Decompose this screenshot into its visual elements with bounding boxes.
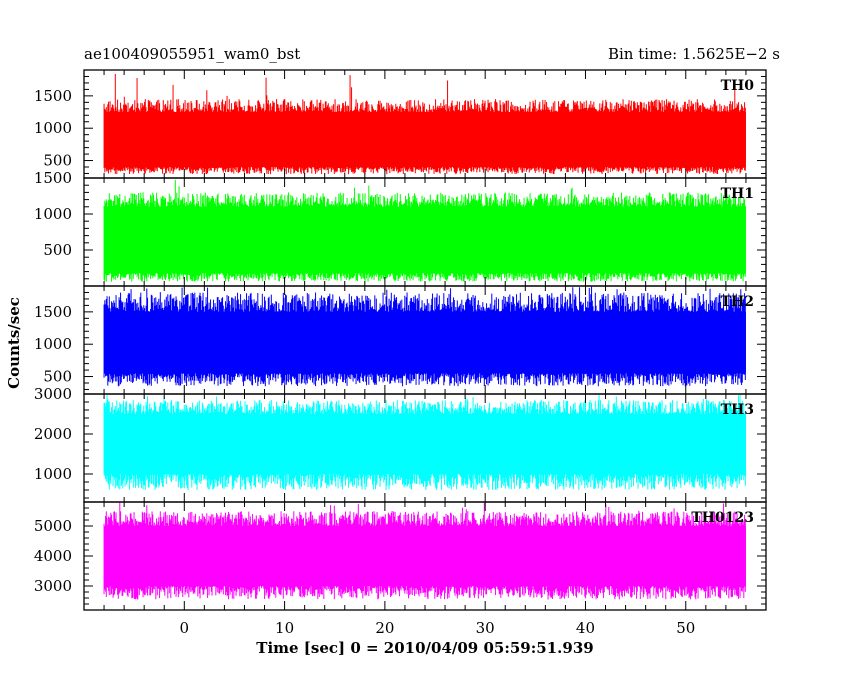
panel-label: TH0123 <box>691 510 754 526</box>
panel-label: TH3 <box>721 402 754 418</box>
panel-label: TH0 <box>721 78 755 94</box>
x-tick-label: 0 <box>180 619 190 637</box>
series-line-th2 <box>103 286 746 387</box>
y-tick-label: 500 <box>43 152 72 170</box>
panels-group: 500 1000 1500 TH0 500 1000 1500 TH1 500 1000 1500 T… <box>34 69 767 611</box>
x-axis: 0 10 20 30 40 50 <box>180 619 696 637</box>
panel-label: TH2 <box>721 294 754 310</box>
panel-label: TH1 <box>721 186 754 202</box>
y-tick-label: 1500 <box>34 303 72 321</box>
y-tick-label: 3000 <box>34 577 72 595</box>
x-tick-label: 30 <box>476 619 495 637</box>
y-tick-label: 4000 <box>34 547 72 565</box>
y-tick-label: 1000 <box>34 119 72 137</box>
x-tick-label: 40 <box>576 619 595 637</box>
x-tick-label: 50 <box>676 619 695 637</box>
panel-th1: 500 1000 1500 TH1 <box>34 169 767 287</box>
y-tick-label: 2000 <box>34 425 72 443</box>
series-line-th0 <box>103 74 746 175</box>
y-tick-label: 1500 <box>34 87 72 105</box>
chart-title: ae100409055951_wam0_bst <box>84 45 300 63</box>
x-axis-title: Time [sec] 0 = 2010/04/09 05:59:51.939 <box>256 639 593 657</box>
series-line-th1 <box>103 179 746 282</box>
x-tick-label: 20 <box>375 619 394 637</box>
y-tick-label: 1000 <box>34 205 72 223</box>
y-tick-label: 500 <box>43 241 72 259</box>
y-tick-label: 1000 <box>34 335 72 353</box>
series-line-th3 <box>103 394 746 490</box>
y-tick-label: 3000 <box>34 385 72 403</box>
y-axis-title: Counts/sec <box>5 297 23 389</box>
x-tick-label: 10 <box>275 619 294 637</box>
y-tick-label: 1500 <box>34 169 72 187</box>
series-line-th0123 <box>103 502 746 600</box>
y-tick-label: 1000 <box>34 465 72 483</box>
y-tick-label: 5000 <box>34 517 72 535</box>
y-tick-label: 500 <box>43 368 72 386</box>
panel-th0: 500 1000 1500 TH0 <box>34 69 767 179</box>
panel-th3: 1000 2000 3000 TH3 <box>34 385 767 503</box>
panel-th2: 500 1000 1500 TH2 <box>34 285 767 395</box>
panel-th0123: 3000 4000 5000 TH0123 <box>34 501 767 611</box>
bin-time-label: Bin time: 1.5625E−2 s <box>608 45 780 63</box>
